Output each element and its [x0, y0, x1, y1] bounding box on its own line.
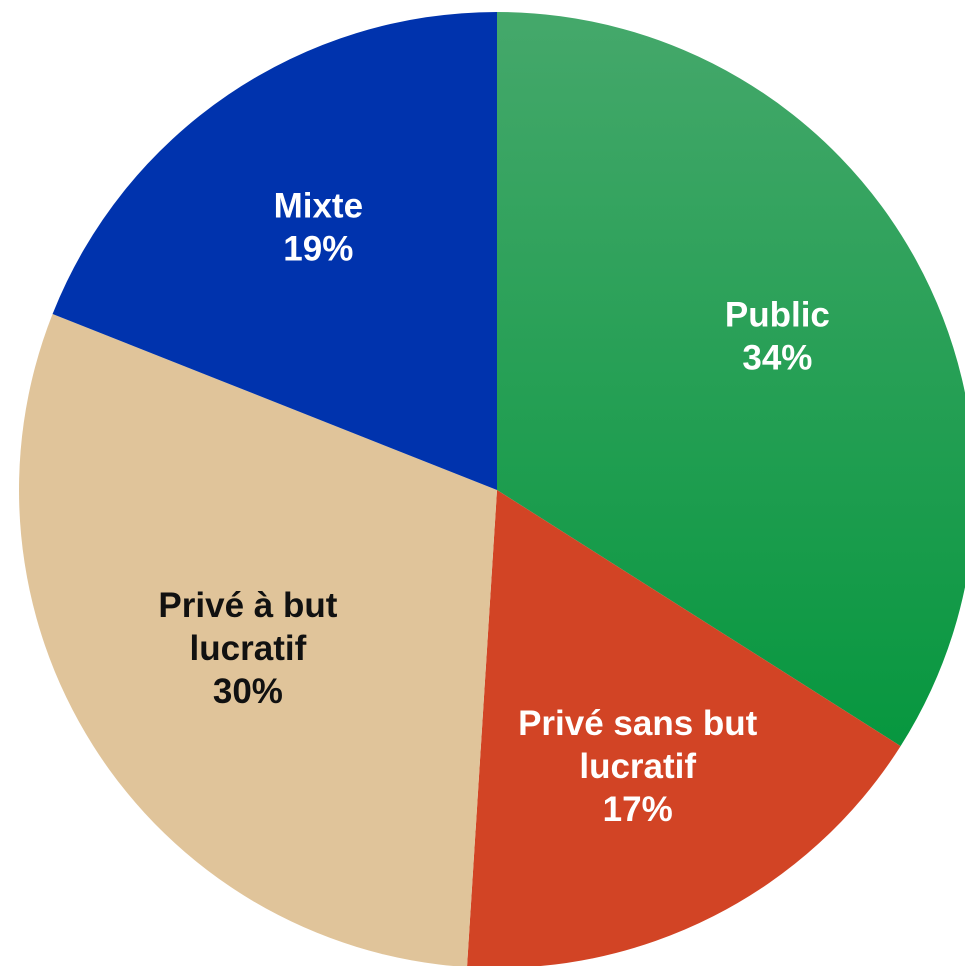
- slice-percent: 17%: [603, 790, 673, 829]
- slice-label-line: Public: [725, 295, 830, 334]
- pie-slice-prive-sans-but-lucratif: [467, 490, 901, 966]
- slice-label-prive-a-but-lucratif: Privé à but lucratif 30%: [158, 586, 337, 711]
- slice-label-prive-sans-but-lucratif: Privé sans but lucratif 17%: [518, 704, 758, 829]
- slice-label-line: lucratif: [579, 747, 696, 786]
- slice-label-line: Mixte: [274, 187, 363, 226]
- slice-label-line: Privé sans but: [518, 704, 758, 743]
- slice-label-public: Public 34%: [725, 295, 830, 377]
- slice-label-line: lucratif: [190, 629, 307, 668]
- slice-label-line: Privé à but: [158, 586, 337, 625]
- slice-percent: 19%: [283, 230, 353, 269]
- pie-slice-mixte: [52, 12, 497, 490]
- pie-slice-prive-a-but-lucratif: [19, 314, 497, 966]
- slice-percent: 30%: [213, 672, 283, 711]
- pie-slice-public: [497, 12, 965, 747]
- slice-label-mixte: Mixte 19%: [274, 187, 363, 269]
- slice-percent: 34%: [742, 338, 812, 377]
